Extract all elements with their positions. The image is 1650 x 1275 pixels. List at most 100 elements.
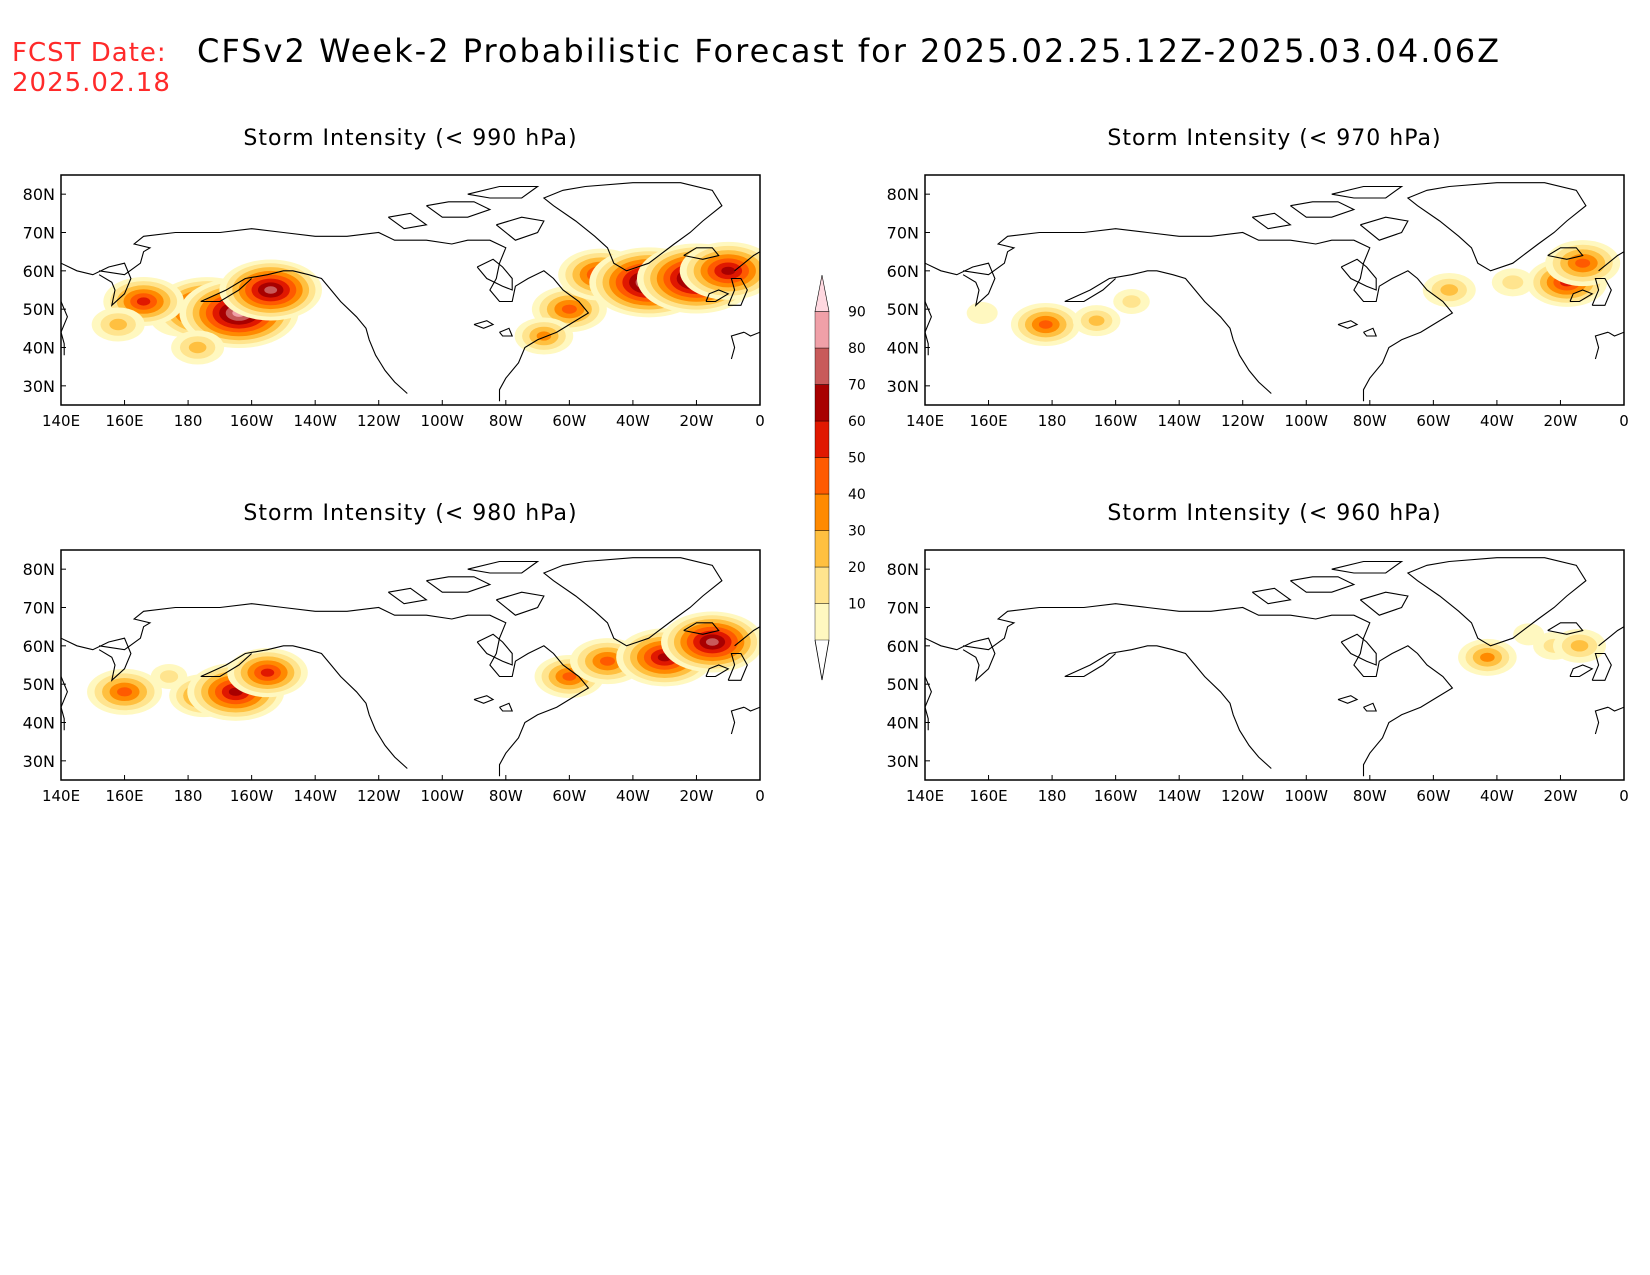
- panel-title: Storm Intensity (< 970 hPa): [1107, 126, 1441, 151]
- coastline-path: [1569, 664, 1594, 678]
- lat-tick-label: 70N: [23, 599, 55, 618]
- map-frame: [60, 174, 761, 406]
- lon-tick-label: 100W: [1285, 412, 1329, 430]
- lon-tick-label: 160E: [969, 412, 1007, 430]
- lon-tick-label: 40W: [616, 787, 650, 805]
- lon-tick-label: 180: [174, 787, 203, 805]
- probability-contour: [599, 656, 615, 666]
- coastline-path: [495, 591, 545, 616]
- coastline-path: [1337, 320, 1359, 329]
- probability-contour: [562, 672, 577, 681]
- lon-tick-label: 80W: [489, 412, 523, 430]
- coastline-path: [495, 216, 545, 241]
- lon-tick-label: 160W: [1094, 412, 1138, 430]
- lat-tick-label: 70N: [887, 599, 919, 618]
- lon-tick-label: 180: [1038, 787, 1067, 805]
- lat-tick-label: 40N: [23, 339, 55, 358]
- coastline-path: [730, 331, 745, 360]
- probability-field: [87, 611, 760, 721]
- lat-tick-label: 70N: [23, 224, 55, 243]
- coastline-path: [1598, 626, 1624, 647]
- coastline-path: [925, 262, 996, 307]
- lat-tick-label: 50N: [23, 300, 55, 319]
- colorbar-segment: [814, 457, 830, 495]
- coastline-path: [99, 603, 590, 777]
- colorbar-segment: [814, 566, 830, 604]
- lon-tick-label: 60W: [552, 412, 586, 430]
- coastline-path: [727, 652, 748, 681]
- coastline-path: [542, 182, 723, 272]
- coastline-path: [426, 576, 492, 593]
- probability-contour: [1038, 320, 1053, 329]
- colorbar-segment: [814, 420, 830, 458]
- colorbar-label: 60: [848, 414, 866, 430]
- lon-tick-label: 140E: [906, 787, 944, 805]
- probability-contour: [109, 318, 127, 331]
- coastline-path: [1598, 251, 1624, 272]
- coastline-path: [963, 603, 1454, 777]
- coastline-path: [473, 695, 495, 704]
- lon-tick-label: 60W: [1416, 412, 1450, 430]
- coastline-path: [1359, 591, 1409, 616]
- lon-tick-label: 160W: [1094, 787, 1138, 805]
- lon-tick-label: 20W: [1543, 787, 1577, 805]
- coastline-path: [683, 622, 720, 635]
- coastline-path: [1064, 270, 1272, 394]
- lon-tick-label: 160W: [230, 412, 274, 430]
- lat-tick-label: 80N: [887, 560, 919, 579]
- map-frame: [924, 549, 1625, 781]
- coastline-path: [1547, 247, 1584, 260]
- map-frame: [924, 174, 1625, 406]
- coastline-path: [1337, 695, 1359, 704]
- lat-tick-label: 40N: [23, 714, 55, 733]
- coastline-path: [467, 185, 540, 199]
- probability-contour: [1440, 284, 1459, 296]
- lon-tick-label: 20W: [1543, 412, 1577, 430]
- coastline-path: [1331, 185, 1404, 199]
- coastline-path: [1607, 706, 1624, 712]
- coastline-path: [1363, 702, 1378, 712]
- probability-field: [91, 241, 760, 365]
- coastline-path: [61, 262, 132, 307]
- lon-tick-label: 100W: [1285, 787, 1329, 805]
- lat-tick-label: 30N: [23, 377, 55, 396]
- coastline-path: [1594, 331, 1609, 360]
- lon-tick-label: 0: [1619, 787, 1629, 805]
- probability-contour: [561, 304, 577, 314]
- coastline-path: [1406, 557, 1587, 647]
- lon-tick-label: 0: [1619, 412, 1629, 430]
- colorbar-label: 20: [848, 560, 866, 576]
- lon-tick-label: 100W: [421, 412, 465, 430]
- lat-tick-label: 40N: [887, 339, 919, 358]
- coastline: [61, 182, 760, 402]
- lat-tick-label: 60N: [887, 637, 919, 656]
- lon-tick-label: 160E: [105, 787, 143, 805]
- coastline-path: [743, 331, 760, 337]
- map-panel-p980: Storm Intensity (< 980 hPa) 140E 160E 180 16…: [23, 501, 765, 805]
- colorbar-label: 80: [848, 341, 866, 357]
- probability-contour: [117, 687, 133, 697]
- lon-tick-label: 20W: [679, 787, 713, 805]
- coastline-path: [499, 702, 514, 712]
- coastline-path: [730, 706, 745, 735]
- forecast-date-value: 2025.02.18: [12, 68, 171, 98]
- lon-tick-label: 140E: [42, 412, 80, 430]
- coastline-path: [734, 251, 760, 272]
- coastline-path: [1251, 212, 1292, 230]
- coastline: [925, 557, 1624, 777]
- lat-tick-label: 30N: [887, 377, 919, 396]
- lon-tick-label: 0: [755, 412, 765, 430]
- probability-contour: [1480, 652, 1495, 662]
- coastline-path: [1363, 327, 1378, 337]
- probability-contour: [260, 668, 275, 677]
- coastline-path: [200, 270, 408, 394]
- probability-contour: [188, 341, 207, 354]
- map-panel-p990: Storm Intensity (< 990 hPa) 140E 160E 180 16…: [23, 126, 765, 430]
- colorbar-segment: [814, 493, 830, 531]
- coastline-path: [1340, 633, 1377, 666]
- lon-tick-label: 180: [174, 412, 203, 430]
- lon-tick-label: 60W: [552, 787, 586, 805]
- colorbar-segment: [814, 347, 830, 385]
- lon-tick-label: 180: [1038, 412, 1067, 430]
- probability-contour: [1513, 623, 1545, 646]
